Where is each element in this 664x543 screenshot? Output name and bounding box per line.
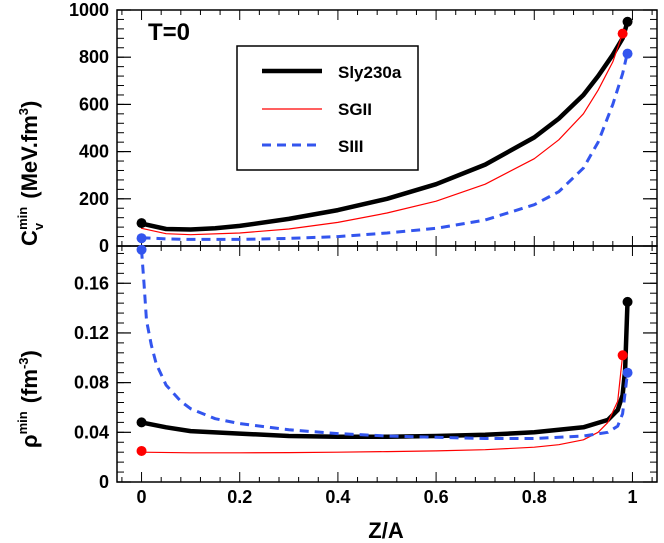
bottom-series-layer xyxy=(136,244,633,456)
top-endpoint-siii xyxy=(622,48,633,59)
bottom-series-sly230a xyxy=(139,299,630,439)
bottom-y-tick-label: 0.12 xyxy=(74,323,109,343)
top-y-tick-label: 1000 xyxy=(69,0,109,20)
bottom-endpoint-sgii xyxy=(617,350,628,361)
top-series-sly230a xyxy=(139,19,630,232)
bottom-y-axis: 0 0.04 0.08 0.12 0.16 xyxy=(74,246,657,492)
x-tick-label: 1 xyxy=(627,487,637,507)
bottom-y-axis-title: ρmin (fm-3) xyxy=(15,350,42,448)
top-y-tick-label: 600 xyxy=(79,94,109,114)
legend-box xyxy=(236,45,419,171)
top-y-tick-label: 0 xyxy=(99,236,109,256)
bottom-y-axis-title-symbol: ρ xyxy=(17,434,42,448)
top-y-axis-title-superscript: min xyxy=(15,207,30,230)
x-tick-label: 0.8 xyxy=(522,487,547,507)
bottom-y-axis-title-close: ) xyxy=(17,350,42,357)
bottom-y-tick-label: 0.04 xyxy=(74,422,109,442)
x-tick-label: 0.2 xyxy=(227,487,252,507)
legend-label-siii: SIII xyxy=(338,137,364,156)
top-endpoint-sgii xyxy=(617,28,628,39)
top-y-axis-title-unit-exponent: 3 xyxy=(16,108,31,115)
bottom-panel-frame xyxy=(116,245,658,483)
top-series-sgii xyxy=(140,32,624,236)
bottom-y-tick-label: 0.16 xyxy=(74,273,109,293)
bottom-y-axis-title-unit: (fm xyxy=(17,369,42,403)
legend: Sly230a SGII SIII xyxy=(236,45,419,171)
bottom-y-axis-title-superscript: min xyxy=(15,411,30,434)
top-endpoint-siii xyxy=(136,233,147,244)
bottom-endpoint-siii xyxy=(136,244,147,255)
temperature-annotation: T=0 xyxy=(148,19,190,46)
legend-label-sgii: SGII xyxy=(338,100,372,119)
top-endpoint-sly230a xyxy=(622,16,633,27)
legend-label-sly230a: Sly230a xyxy=(338,63,402,82)
bottom-endpoint-sly230a xyxy=(136,417,147,428)
x-tick-label: 0.4 xyxy=(325,487,350,507)
bottom-y-tick-label: 0 xyxy=(99,472,109,492)
bottom-series-sgii xyxy=(140,354,624,454)
x-tick-label: 0 xyxy=(137,487,147,507)
top-y-tick-label: 400 xyxy=(79,142,109,162)
top-y-axis-title-subscript: v xyxy=(31,222,46,230)
top-y-axis-title-unit: (MeV.fm xyxy=(17,115,42,199)
bottom-series-siii xyxy=(140,249,629,440)
bottom-y-axis-title-unit-exponent: -3 xyxy=(16,357,31,369)
top-y-axis-title-symbol: C xyxy=(17,230,42,246)
top-y-axis: 0 200 400 600 800 1000 xyxy=(69,0,657,256)
bottom-endpoint-sgii xyxy=(136,445,147,456)
bottom-endpoint-siii xyxy=(622,367,633,378)
top-y-axis-title-close: ) xyxy=(17,101,42,108)
x-axis-title: Z/A xyxy=(368,518,404,543)
top-series-layer xyxy=(136,16,633,244)
x-tick-label: 0.6 xyxy=(424,487,449,507)
top-series-siii xyxy=(141,52,629,241)
x-axis: 0 0.2 0.4 0.6 0.8 1 xyxy=(137,487,638,507)
bottom-endpoint-sly230a xyxy=(622,296,633,307)
top-y-axis-title: Cvmin (MeV.fm3) xyxy=(15,101,46,246)
top-endpoint-sly230a xyxy=(136,218,147,229)
top-y-tick-label: 800 xyxy=(79,47,109,67)
top-y-tick-label: 200 xyxy=(79,189,109,209)
bottom-y-tick-label: 0.08 xyxy=(74,373,109,393)
